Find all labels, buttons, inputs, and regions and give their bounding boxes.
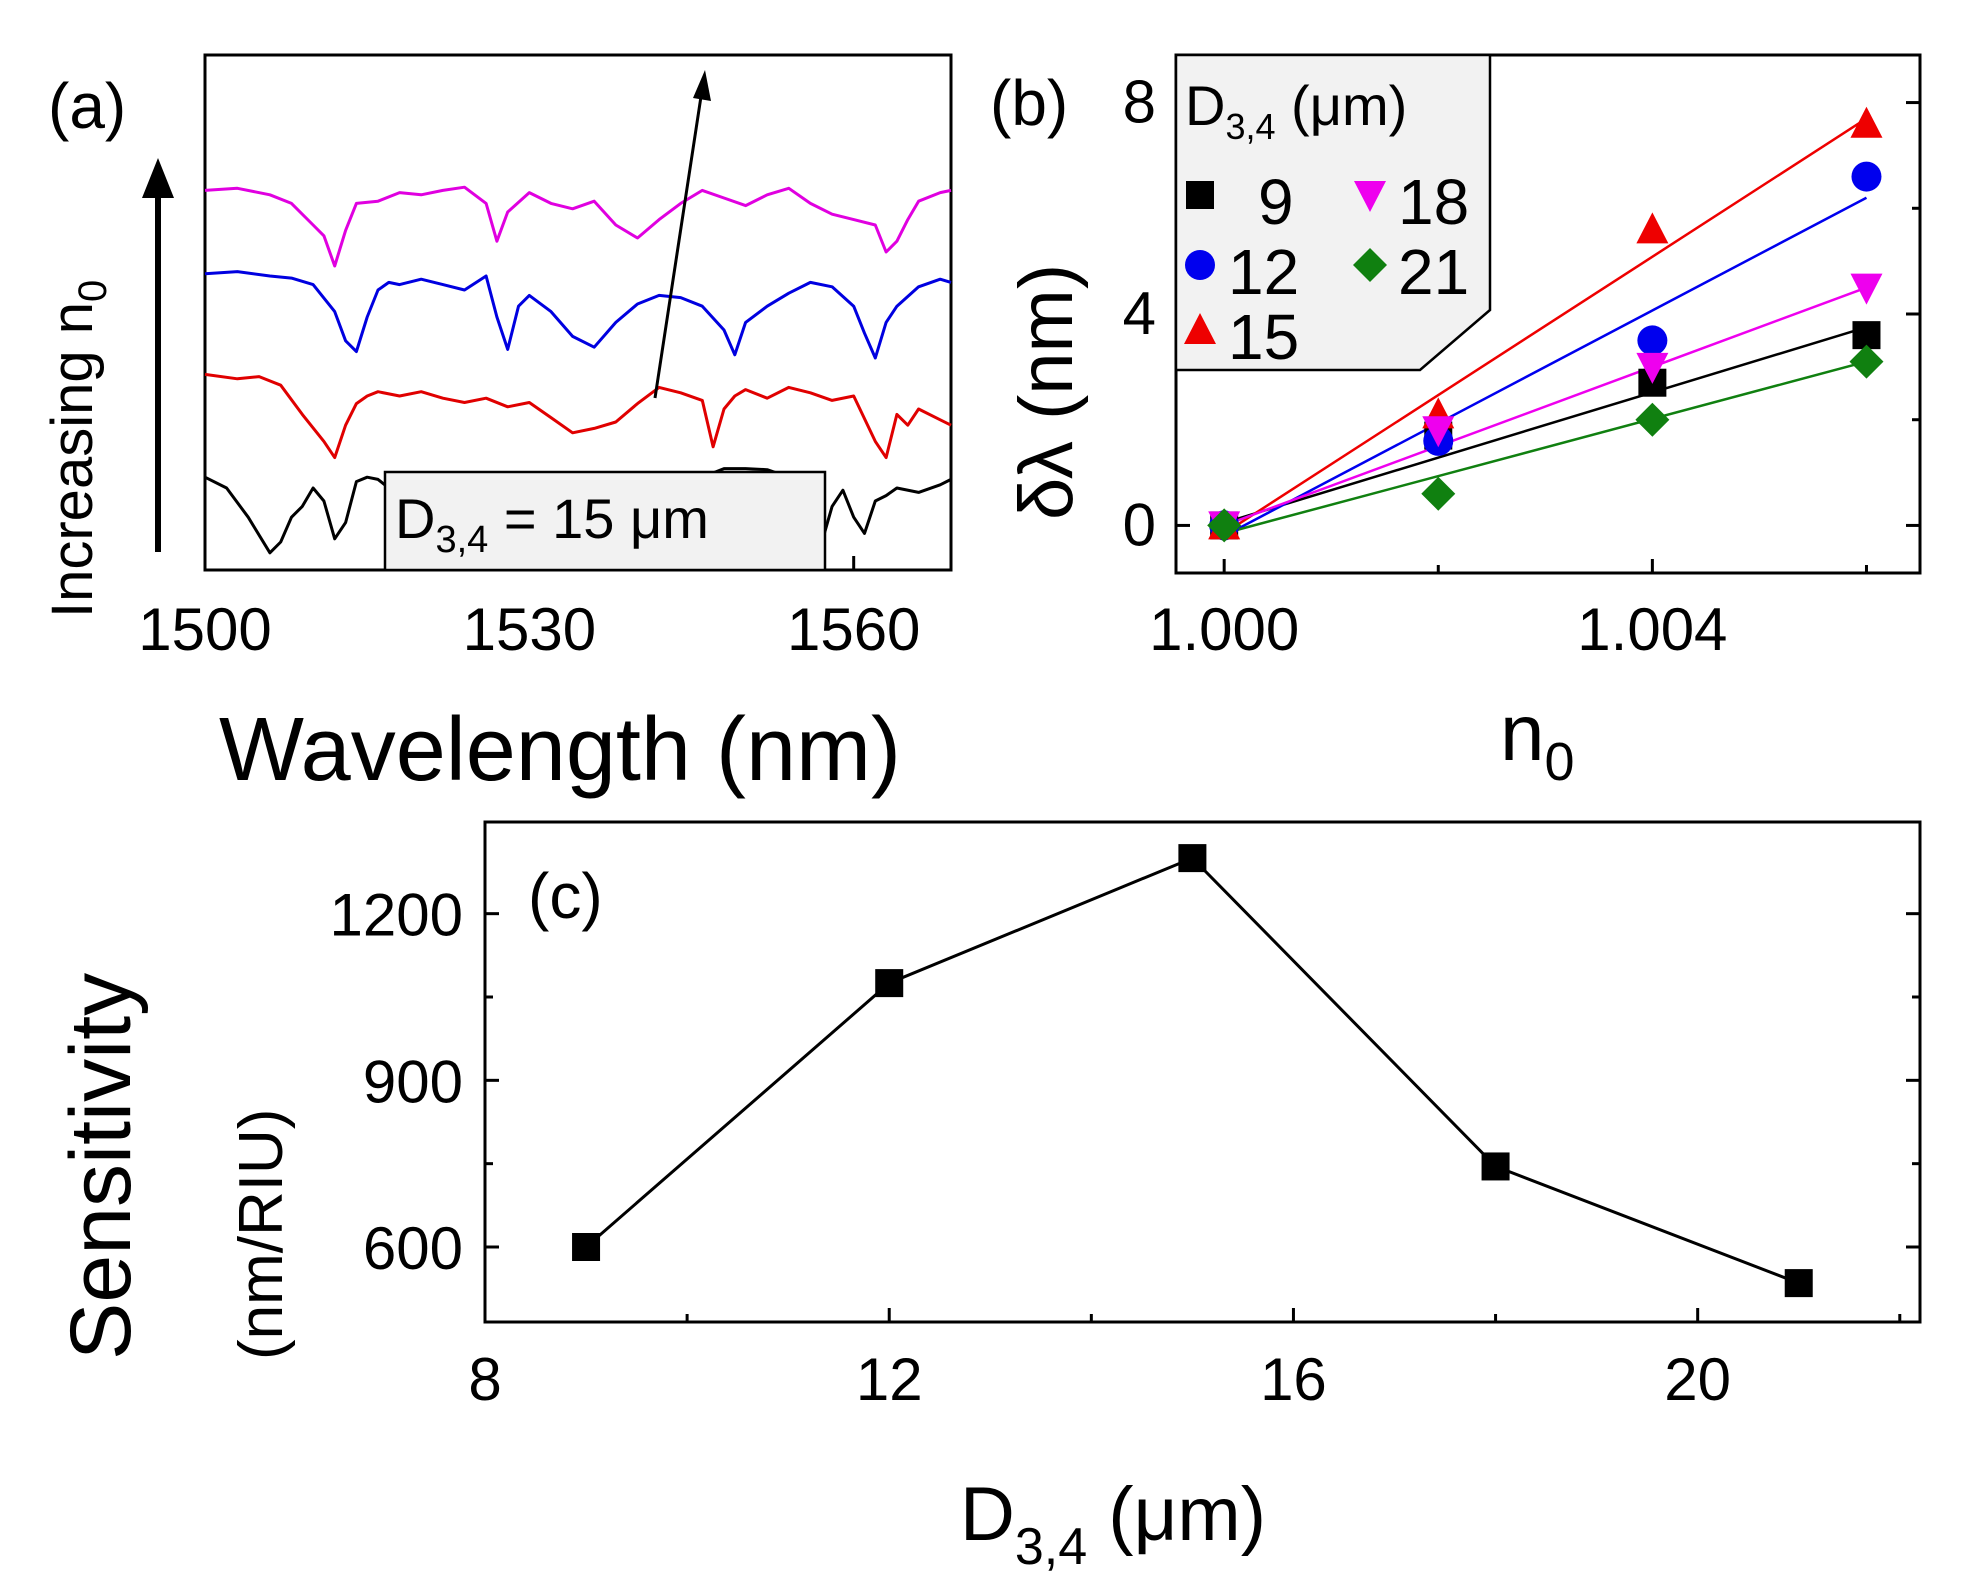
panel-c-frame <box>483 820 1922 1324</box>
sensitivity-point-9 <box>572 1233 601 1261</box>
panel-a: 1500 1530 1560 (a) Increasing n0 D3,4 = 15… <box>40 53 953 800</box>
panel-b-ylabel: δλ (nm) <box>1004 264 1089 520</box>
panel-c-ticks: 8 12 16 20 600 900 1200 <box>330 882 1920 1413</box>
panel-c-ylabel-line2: (nm/RIU) <box>227 1109 296 1360</box>
fit-line-12 <box>1223 196 1868 538</box>
sensitivity-point-12 <box>875 969 904 998</box>
legend-marker-18 <box>1354 181 1386 212</box>
panel-c-ylabel-line1: Sensitivity <box>53 973 149 1360</box>
panel-c-xtick-label: 8 <box>468 1346 501 1413</box>
point-15-2 <box>1636 212 1669 244</box>
shift-arrow-head <box>693 70 711 101</box>
shift-arrow-shaft <box>653 89 704 399</box>
panel-c-xtick-label: 16 <box>1260 1346 1327 1413</box>
point-18-3 <box>1850 273 1883 305</box>
panel-c-xtick-label: 12 <box>856 1346 923 1413</box>
point-21-1 <box>1421 476 1456 511</box>
panel-b-ticks: 1.000 1.004 0 4 8 <box>1123 69 1920 663</box>
panel-b-fit-lines <box>1223 117 1868 538</box>
legend-label-12: 12 <box>1228 236 1299 308</box>
panel-b-legend-box <box>1174 53 1492 372</box>
panel-b-xtick-label: 1.000 <box>1149 596 1299 663</box>
legend-label-21: 21 <box>1398 236 1469 308</box>
legend-label-9: 9 <box>1258 166 1294 238</box>
legend-marker-9 <box>1186 181 1214 209</box>
fit-line-9 <box>1223 326 1867 524</box>
fit-line-15 <box>1223 117 1868 535</box>
panel-a-xlabel: Wavelength (nm) <box>219 700 901 800</box>
panel-a-annotation-box <box>383 470 827 572</box>
spectrum-line-3 <box>204 270 952 360</box>
panel-b-xlabel: n0 <box>1500 688 1575 792</box>
panel-c: 8 12 16 20 600 900 1200 (c) Sensitivity (nm/RI… <box>53 820 1922 1576</box>
point-21-2 <box>1635 402 1670 437</box>
panel-a-ticks: 1500 1530 1560 <box>138 556 920 663</box>
spectrum-line-2 <box>204 372 952 460</box>
legend-label-18: 18 <box>1398 166 1469 238</box>
panel-b-legend-title: D3,4 (μm) <box>1185 74 1407 147</box>
point-18-1 <box>1422 416 1455 448</box>
panel-a-xtick-label: 1530 <box>463 596 596 663</box>
panel-c-xlabel: D3,4 (μm) <box>960 1472 1266 1576</box>
fit-line-21 <box>1223 360 1867 535</box>
sensitivity-point-18 <box>1481 1152 1510 1181</box>
point-12-3 <box>1851 161 1882 192</box>
legend-marker-15 <box>1184 313 1216 344</box>
panel-c-label: (c) <box>528 860 603 932</box>
legend-marker-12 <box>1185 250 1215 280</box>
panel-b-ytick-label: 4 <box>1123 280 1156 347</box>
panel-a-xtick-label: 1560 <box>787 596 920 663</box>
point-18-2 <box>1636 352 1669 384</box>
sensitivity-point-15 <box>1178 844 1207 873</box>
panel-c-xtick-label: 20 <box>1664 1346 1731 1413</box>
panel-b-markers <box>1207 106 1884 543</box>
panel-b-ytick-label: 0 <box>1123 491 1156 558</box>
panel-b-label: (b) <box>990 67 1068 139</box>
legend-marker-21 <box>1353 248 1387 282</box>
panel-c-ytick-label: 600 <box>363 1215 463 1282</box>
legend-label-15: 15 <box>1228 301 1299 373</box>
spectrum-line-4 <box>204 185 952 268</box>
sensitivity-line <box>585 856 1800 1285</box>
panel-b-ytick-label: 8 <box>1123 69 1156 136</box>
increasing-arrow-head <box>142 158 174 198</box>
panel-c-ytick-label: 1200 <box>330 882 463 949</box>
sensitivity-point-21 <box>1784 1269 1813 1298</box>
point-21-3 <box>1849 344 1884 379</box>
panel-a-annotation: D3,4 = 15 μm <box>395 487 709 561</box>
panel-a-xtick-label: 1500 <box>138 596 271 663</box>
panel-c-ytick-label: 900 <box>363 1048 463 1115</box>
point-12-2 <box>1637 325 1668 356</box>
panel-a-label: (a) <box>48 70 126 142</box>
point-9-3 <box>1852 321 1881 350</box>
fit-line-18 <box>1223 286 1867 527</box>
point-21-0 <box>1207 508 1242 543</box>
panel-a-ylabel: Increasing n0 <box>40 280 115 618</box>
panel-c-series <box>572 844 1813 1298</box>
panel-b-xtick-label: 1.004 <box>1577 596 1727 663</box>
point-15-3 <box>1850 106 1883 138</box>
